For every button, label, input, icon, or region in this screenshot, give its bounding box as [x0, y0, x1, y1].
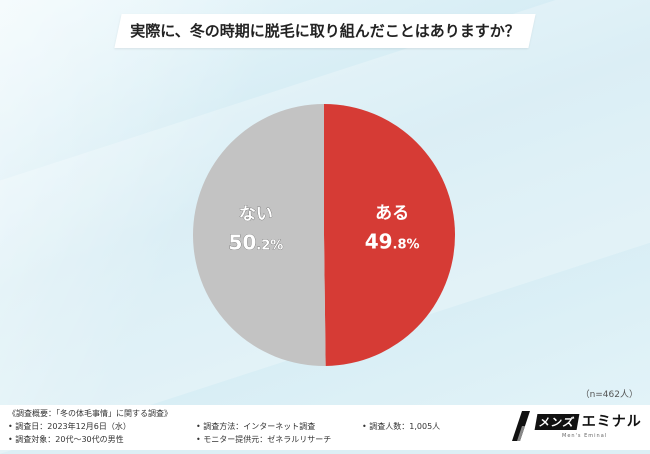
brand-slash-icon	[512, 411, 530, 441]
chart-title: 実際に、冬の時期に脱毛に取り組んだことはありますか？	[130, 22, 520, 40]
survey-date: • 調査日：2023年12月6日（水）	[8, 422, 131, 431]
slice-value-1: 49.8%	[365, 230, 420, 254]
brand-eminal: エミナル	[581, 414, 642, 430]
slice-value-2: 50.2%	[228, 230, 283, 254]
brand-name: メンズ エミナル	[534, 411, 642, 431]
survey-target: • 調査対象：20代〜30代の男性	[8, 435, 124, 444]
pie-slice-2	[193, 104, 326, 366]
sample-size-label: （n=462人）	[580, 390, 638, 400]
slice-label-1: ある	[375, 204, 409, 224]
brand-mens: メンズ	[534, 414, 580, 430]
survey-count: • 調査人数：1,005人	[362, 422, 441, 431]
pie-chart: ある 49.8% ない 50.2%	[193, 104, 456, 366]
slice-label-2: ない	[239, 204, 273, 224]
survey-method: • 調査方法：インターネット調査	[196, 422, 316, 431]
pie-slice-1	[324, 104, 456, 366]
brand-subtitle: Men's Eminal	[562, 433, 608, 439]
survey-overview: 《調査概要：「冬の体毛事情」に関する調査》	[8, 409, 172, 418]
survey-monitor: • モニター提供元：ゼネラルリサーチ	[196, 435, 332, 444]
brand-logo: メンズ エミナル Men's Eminal	[512, 409, 642, 445]
